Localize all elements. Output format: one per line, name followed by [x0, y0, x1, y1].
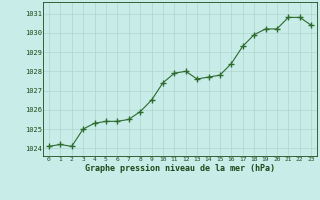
X-axis label: Graphe pression niveau de la mer (hPa): Graphe pression niveau de la mer (hPa)	[85, 164, 275, 173]
